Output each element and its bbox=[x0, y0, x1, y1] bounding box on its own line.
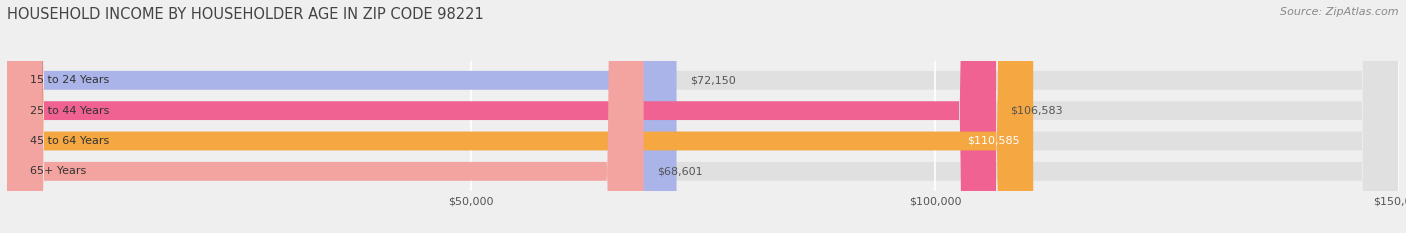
FancyBboxPatch shape bbox=[7, 0, 1399, 233]
Text: $72,150: $72,150 bbox=[690, 75, 737, 85]
FancyBboxPatch shape bbox=[7, 0, 676, 233]
FancyBboxPatch shape bbox=[7, 0, 1399, 233]
FancyBboxPatch shape bbox=[7, 0, 644, 233]
FancyBboxPatch shape bbox=[7, 0, 1399, 233]
Text: $68,601: $68,601 bbox=[658, 166, 703, 176]
Text: 25 to 44 Years: 25 to 44 Years bbox=[31, 106, 110, 116]
Text: HOUSEHOLD INCOME BY HOUSEHOLDER AGE IN ZIP CODE 98221: HOUSEHOLD INCOME BY HOUSEHOLDER AGE IN Z… bbox=[7, 7, 484, 22]
Text: $110,585: $110,585 bbox=[967, 136, 1019, 146]
FancyBboxPatch shape bbox=[7, 0, 995, 233]
Text: 15 to 24 Years: 15 to 24 Years bbox=[31, 75, 110, 85]
Text: Source: ZipAtlas.com: Source: ZipAtlas.com bbox=[1281, 7, 1399, 17]
FancyBboxPatch shape bbox=[7, 0, 1033, 233]
FancyBboxPatch shape bbox=[7, 0, 1399, 233]
Text: 45 to 64 Years: 45 to 64 Years bbox=[31, 136, 110, 146]
Text: $106,583: $106,583 bbox=[1010, 106, 1063, 116]
Text: 65+ Years: 65+ Years bbox=[31, 166, 87, 176]
